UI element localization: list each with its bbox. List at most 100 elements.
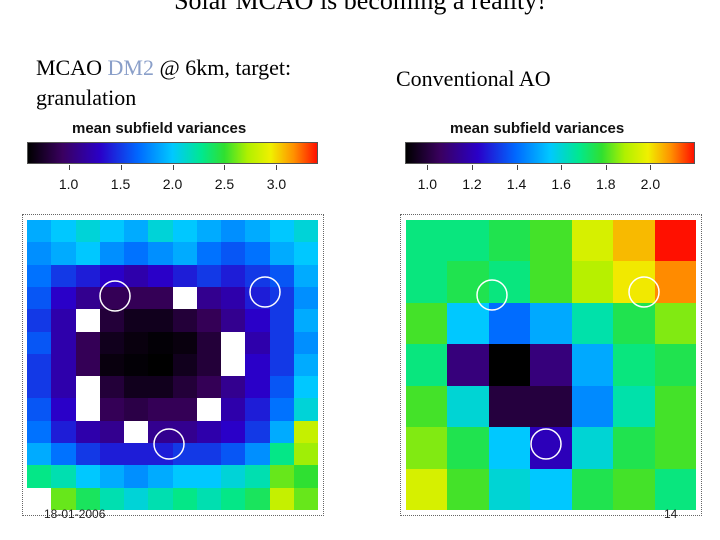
- heatmap-cell: [27, 309, 52, 332]
- colorbar-tick-mark: [471, 165, 473, 170]
- heatmap-cell: [571, 385, 614, 428]
- heatmap-cell: [172, 465, 197, 488]
- heatmap-cell: [172, 242, 197, 265]
- left-target-circle: [153, 428, 185, 460]
- colorbar-tick-mark: [427, 165, 429, 170]
- heatmap-cell: [488, 261, 531, 303]
- right-plot-frame: [400, 214, 702, 516]
- heatmap-cell: [245, 220, 270, 243]
- heatmap-cell: [27, 242, 52, 265]
- heatmap-cell: [245, 420, 270, 444]
- colorbar-tick-label: 1.6: [551, 176, 571, 192]
- heatmap-cell: [172, 220, 197, 243]
- heatmap-cell: [488, 385, 531, 428]
- heatmap-cell: [245, 331, 270, 354]
- heatmap-cell: [654, 385, 696, 428]
- colorbar-tick-label: 2.0: [162, 176, 183, 192]
- heatmap-cell: [99, 220, 124, 243]
- heatmap-cell: [293, 376, 318, 399]
- left-plot-frame: [22, 214, 324, 516]
- heatmap-cell: [530, 302, 572, 345]
- heatmap-cell: [99, 376, 124, 399]
- heatmap-cell: [51, 443, 76, 466]
- heatmap-cell: [488, 220, 531, 262]
- heatmap-cell: [27, 376, 52, 399]
- heatmap-cell: [613, 385, 655, 428]
- heatmap-cell: [196, 398, 221, 421]
- heatmap-cell: [196, 376, 221, 399]
- left-caption-prefix: MCAO: [36, 55, 108, 80]
- heatmap-cell: [196, 220, 221, 243]
- heatmap-cell: [196, 420, 221, 444]
- heatmap-cell: [196, 443, 221, 466]
- heatmap-cell: [530, 344, 572, 386]
- colorbar-tick-label: 2.5: [214, 176, 235, 192]
- heatmap-cell: [172, 487, 197, 510]
- heatmap-cell: [51, 309, 76, 332]
- heatmap-cell: [75, 443, 100, 466]
- heatmap-cell: [124, 465, 149, 488]
- heatmap-cell: [124, 376, 149, 399]
- colorbar-tick-mark: [224, 165, 226, 170]
- heatmap-cell: [221, 420, 246, 444]
- colorbar-tick-mark: [561, 165, 563, 170]
- heatmap-cell: [293, 220, 318, 243]
- heatmap-cell: [245, 465, 270, 488]
- heatmap-cell: [148, 465, 173, 488]
- heatmap-cell: [613, 220, 655, 262]
- heatmap-cell: [269, 465, 294, 488]
- heatmap-cell: [99, 331, 124, 354]
- heatmap-cell: [221, 487, 246, 510]
- heatmap-cell: [530, 468, 572, 510]
- heatmap-cell: [221, 398, 246, 421]
- heatmap-cell: [148, 309, 173, 332]
- colorbar-tick-label: 1.5: [110, 176, 131, 192]
- heatmap-cell: [27, 420, 52, 444]
- heatmap-cell: [51, 465, 76, 488]
- heatmap-cell: [124, 487, 149, 510]
- heatmap-cell: [488, 427, 531, 469]
- heatmap-cell: [245, 398, 270, 421]
- heatmap-cell: [148, 220, 173, 243]
- heatmap-cell: [221, 353, 246, 377]
- heatmap-cell: [269, 398, 294, 421]
- heatmap-cell: [75, 465, 100, 488]
- heatmap-cell: [571, 344, 614, 386]
- colorbar-tick-label: 3.0: [266, 176, 287, 192]
- heatmap-cell: [27, 286, 52, 310]
- heatmap-cell: [75, 398, 100, 421]
- heatmap-cell: [27, 465, 52, 488]
- heatmap-cell: [51, 242, 76, 265]
- right-heatmap: [406, 220, 696, 510]
- heatmap-cell: [196, 264, 221, 287]
- heatmap-cell: [27, 443, 52, 466]
- heatmap-cell: [99, 487, 124, 510]
- heatmap-cell: [293, 309, 318, 332]
- heatmap-cell: [51, 398, 76, 421]
- right-target-circle: [476, 279, 508, 311]
- heatmap-cell: [571, 302, 614, 345]
- left-colorbar: [27, 142, 318, 164]
- heatmap-cell: [27, 487, 52, 510]
- colorbar-tick-mark: [276, 165, 278, 170]
- heatmap-cell: [613, 344, 655, 386]
- heatmap-cell: [221, 465, 246, 488]
- heatmap-cell: [269, 331, 294, 354]
- dm2-link[interactable]: DM2: [107, 55, 154, 80]
- heatmap-cell: [75, 487, 100, 510]
- slide-title: Solar MCAO is becoming a reality!: [174, 0, 546, 15]
- heatmap-cell: [613, 302, 655, 345]
- right-target-circle: [530, 428, 562, 460]
- heatmap-cell: [75, 242, 100, 265]
- left-target-circle: [99, 280, 131, 312]
- heatmap-cell: [51, 353, 76, 377]
- heatmap-cell: [654, 302, 696, 345]
- heatmap-cell: [571, 261, 614, 303]
- colorbar-tick-label: 2.0: [640, 176, 661, 192]
- heatmap-cell: [269, 353, 294, 377]
- heatmap-cell: [293, 420, 318, 444]
- heatmap-cell: [124, 420, 149, 444]
- heatmap-cell: [51, 286, 76, 310]
- heatmap-cell: [488, 468, 531, 510]
